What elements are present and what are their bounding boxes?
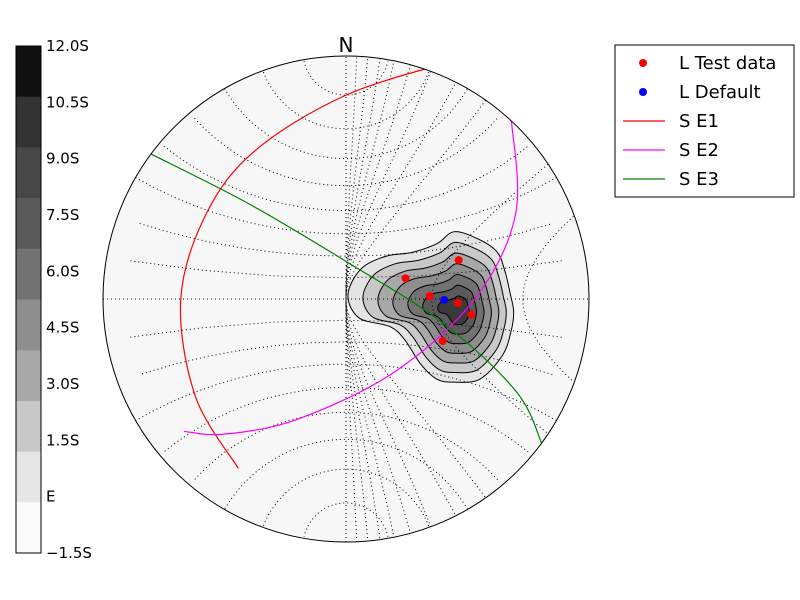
colorbar-segment	[16, 96, 41, 148]
legend-marker-l-default	[639, 88, 647, 96]
colorbar-segment	[16, 198, 41, 250]
point-l-test-data	[454, 298, 463, 307]
density-contours	[347, 231, 515, 383]
stereonet-primitive-circle	[102, 55, 590, 543]
colorbar-tick-label: 12.0S	[46, 37, 89, 55]
legend-label-s-e2: S E2	[679, 140, 719, 161]
colorbar-tick-labels: 12.0S 10.5S 9.0S 7.5S 6.0S 4.5S 3.0S 1.5S E −1.5S	[46, 37, 92, 562]
colorbar-segment	[16, 299, 41, 351]
legend-label-s-e1: S E1	[679, 111, 719, 132]
points-layer	[401, 256, 476, 346]
grid-great-circle	[345, 56, 471, 542]
colorbar-tick-label: 7.5S	[46, 206, 79, 224]
grid-small-circle	[130, 319, 562, 338]
stereonet-grid	[103, 56, 589, 542]
grid-small-circle	[224, 438, 468, 510]
grid-small-circle	[163, 386, 529, 453]
plane-s-e1	[179, 61, 452, 469]
point-l-test-data	[401, 274, 410, 283]
plane-s-e3	[150, 153, 543, 444]
colorbar-segment	[16, 400, 41, 453]
colorbar-segment	[16, 46, 41, 98]
colorbar-frame	[15, 45, 42, 554]
colorbar-segment	[16, 451, 41, 503]
legend: L Test data L Default S E1 S E2 S E3	[614, 44, 795, 198]
north-label: N	[339, 33, 354, 57]
grid-small-circle	[194, 411, 498, 481]
grid-great-circle	[345, 56, 438, 542]
grid-small-circle	[163, 145, 529, 212]
grid-small-circle	[194, 117, 498, 187]
colorbar-tick-label: 10.5S	[46, 93, 89, 111]
point-l-test-data	[438, 337, 447, 346]
colorbar-tick-label: 6.0S	[46, 262, 79, 280]
point-l-test-data	[454, 256, 463, 265]
colorbar-segment	[16, 147, 41, 199]
colorbar-segment	[16, 248, 41, 300]
colorbar-tick-label: −1.5S	[46, 544, 92, 562]
colorbar-tick-label: 4.5S	[46, 319, 79, 337]
colorbar-tick-label: 1.5S	[46, 431, 79, 449]
colorbar-segment	[16, 502, 41, 554]
point-l-test-data	[425, 292, 434, 301]
colorbar	[15, 45, 42, 554]
point-l-test-data	[467, 310, 476, 319]
point-l-default	[440, 295, 449, 304]
grid-small-circle	[135, 363, 557, 421]
legend-label-l-default: L Default	[679, 82, 761, 103]
colorbar-segment	[16, 350, 41, 402]
legend-label-l-test-data: L Test data	[679, 53, 776, 74]
legend-marker-l-test-data	[639, 59, 647, 67]
legend-label-s-e3: S E3	[679, 169, 719, 190]
grid-small-circle	[224, 88, 468, 160]
colorbar-tick-label: 3.0S	[46, 375, 79, 393]
colorbar-tick-label: 9.0S	[46, 150, 79, 168]
colorbar-tick-label: E	[46, 488, 55, 506]
planes-layer	[150, 61, 543, 469]
plane-s-e2	[183, 120, 519, 436]
